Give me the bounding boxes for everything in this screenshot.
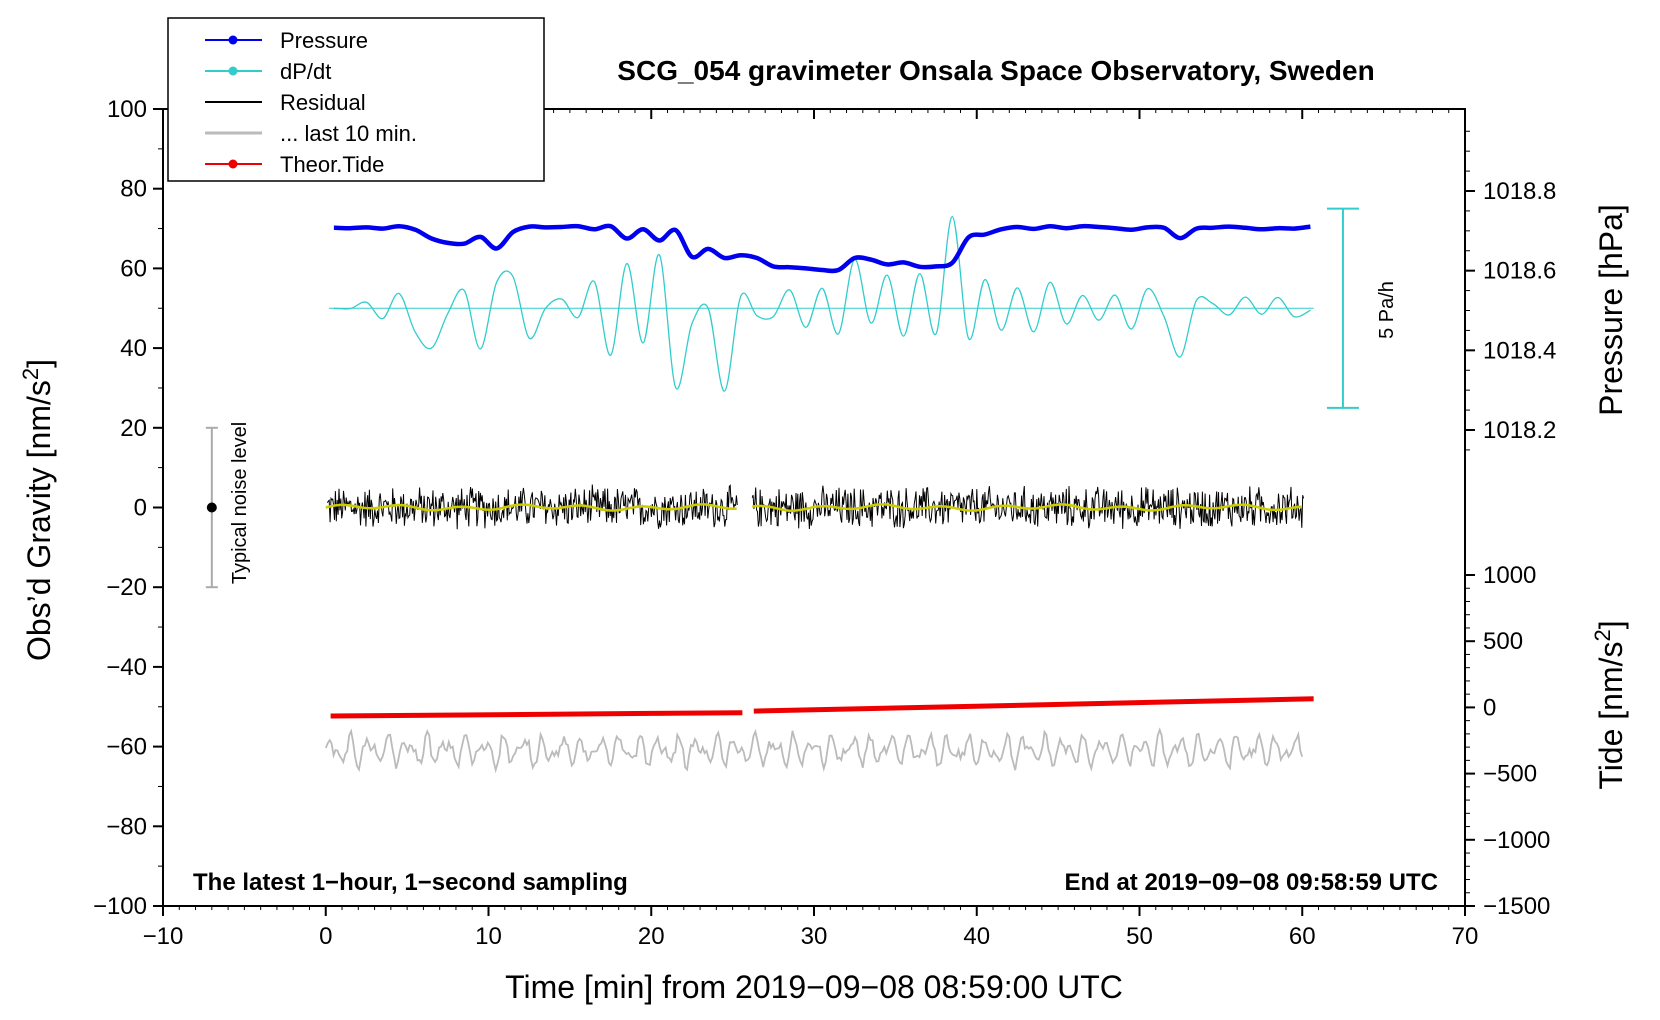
tide-tick-label: −1500: [1483, 893, 1550, 920]
legend-label-3: ... last 10 min.: [280, 121, 417, 146]
tide-line-seg2: [753, 696, 1314, 714]
legend-label-4: Theor.Tide: [280, 152, 384, 177]
dpdt-line: [333, 215, 1311, 392]
legend-label-2: Residual: [280, 90, 366, 115]
y-left-tick-label: −20: [106, 574, 147, 601]
x-tick-label: 30: [801, 923, 828, 950]
pressure-tick-label: 1018.8: [1483, 178, 1556, 205]
y-left-tick-label: −100: [93, 893, 147, 920]
x-axis-title: Time [min] from 2019−09−08 08:59:00 UTC: [505, 969, 1123, 1005]
x-tick-label: 60: [1289, 923, 1316, 950]
x-tick-label: 40: [963, 923, 990, 950]
y-left-tick-label: 80: [120, 176, 147, 203]
pressure-tick-label: 1018.4: [1483, 337, 1556, 364]
legend-label-0: Pressure: [280, 28, 368, 53]
dpdt-scale-label: 5 Pa/h: [1376, 281, 1398, 339]
y-left-tick-label: −40: [106, 654, 147, 681]
tide-line-seg1: [330, 710, 743, 719]
pressure-tick-label: 1018.2: [1483, 417, 1556, 444]
residual-trend-seg1: [325, 503, 737, 512]
y-left-tick-label: 40: [120, 335, 147, 362]
x-tick-label: −10: [143, 923, 184, 950]
legend-label-1: dP/dt: [280, 59, 331, 84]
y-left-tick-label: 0: [134, 495, 147, 522]
noise-bar-center-dot: [206, 502, 217, 513]
x-axis: −10 0 10 20 30 40 50 60 70: [143, 109, 1479, 950]
legend-marker-0: [228, 35, 238, 45]
y-left-tick-label: 20: [120, 415, 147, 442]
x-tick-label: 70: [1452, 923, 1479, 950]
pressure-line: [333, 223, 1311, 274]
residual-line-seg2: [751, 485, 1305, 530]
y-axis-tide: 1000 500 0 −500 −1000 −1500: [1465, 562, 1550, 920]
chart-title: SCG_054 gravimeter Onsala Space Observat…: [617, 55, 1374, 86]
series-layer: [324, 215, 1314, 774]
tide-tick-label: 500: [1483, 628, 1523, 655]
noise-bar: Typical noise level: [205, 422, 251, 589]
y-left-tick-label: 100: [107, 96, 147, 123]
noise-label: Typical noise level: [229, 422, 251, 584]
dpdt-scale-bar: 5 Pa/h: [1326, 207, 1398, 409]
residual-line-seg1: [326, 484, 738, 530]
pressure-axis-title: Pressure [hPa]: [1593, 204, 1629, 416]
x-tick-label: 50: [1126, 923, 1153, 950]
residual-trend-seg2: [752, 503, 1302, 512]
end-time-note: End at 2019−09−08 09:58:59 UTC: [1064, 869, 1438, 896]
pressure-tick-label: 1018.6: [1483, 258, 1556, 285]
x-tick-label: 10: [475, 923, 502, 950]
x-tick-label: 20: [638, 923, 665, 950]
y-left-tick-label: 60: [120, 255, 147, 282]
y-axis-left: 100 80 60 40 20 0 −20 −40 −60 −80 −100: [93, 96, 163, 920]
tide-axis-title: Tide [nm/s2]: [1590, 620, 1629, 789]
x-tick-label: 0: [319, 923, 332, 950]
y-left-tick-label: −60: [106, 734, 147, 761]
legend-box: [167, 17, 545, 182]
tide-tick-label: 0: [1483, 694, 1496, 721]
y-left-axis-title: Obs’d Gravity [nm/s2]: [18, 359, 57, 661]
tide-tick-label: 1000: [1483, 562, 1536, 589]
y-left-tick-label: −80: [106, 813, 147, 840]
legend: Pressure dP/dt Residual ... last 10 min. The…: [167, 17, 545, 182]
legend-marker-1: [228, 66, 238, 76]
y-axis-pressure: 1018.8 1018.6 1018.4 1018.2: [1465, 130, 1556, 451]
tide-tick-label: −500: [1483, 761, 1537, 788]
sampling-note: The latest 1−hour, 1−second sampling: [193, 869, 628, 896]
legend-marker-4: [228, 159, 238, 169]
tide-tick-label: −1000: [1483, 827, 1550, 854]
last-10-min-line: [324, 727, 1304, 774]
